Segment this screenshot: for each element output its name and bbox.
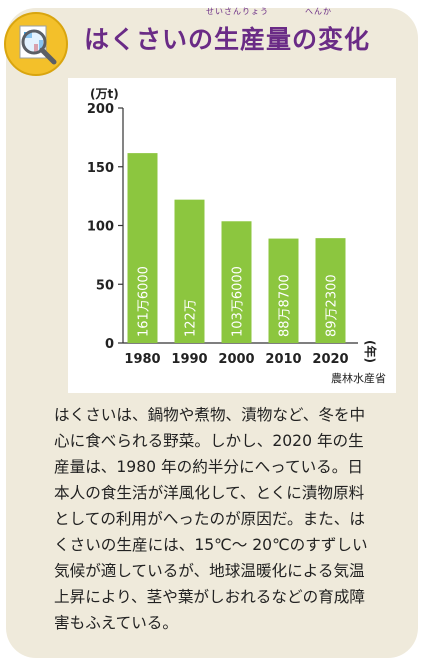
bar	[315, 238, 346, 343]
y-tick-label: 50	[96, 278, 114, 293]
bar-chart: 0 50 100 150 200(万t) 161万6000 1980 122万 1990 103万…	[87, 87, 386, 385]
bar	[221, 221, 252, 343]
y-tick-label: 150	[87, 161, 114, 176]
body-line: 心に食べられる野菜。しかし、2020 年の生	[54, 432, 364, 450]
description-text: はくさいは、鍋物や煮物、漬物など、冬を中 心に食べられる野菜。しかし、2020 年…	[54, 402, 394, 636]
x-tick-label: 2020	[312, 352, 348, 367]
body-line: はくさいは、鍋物や煮物、漬物など、冬を中	[54, 406, 366, 424]
x-tick-label: 2010	[265, 352, 301, 367]
body-line: 本人の食生活が洋風化して、とくに漬物原料	[54, 484, 365, 502]
body-line: 気候が適しているが、地球温暖化による気温	[54, 562, 365, 580]
magnifier-report-icon	[4, 12, 68, 76]
source-label: 農林水産省	[331, 371, 386, 385]
title-ruby-henka: へんか	[305, 7, 332, 16]
bar	[127, 153, 158, 343]
bar-data-label: 88万8700	[278, 274, 293, 337]
y-tick-label: 200	[87, 102, 114, 117]
body-line: 害もふえている。	[54, 614, 178, 632]
body-line: 産量は、1980 年の約半分にへっている。日	[54, 458, 363, 476]
y-axis-label: (万t)	[90, 87, 119, 101]
chart-panel: 0 50 100 150 200 (万t) 161万6000 1980 122万 1990 103万…	[68, 78, 396, 393]
bar-data-label: 161万6000	[137, 266, 152, 337]
bar	[174, 199, 205, 343]
bar	[268, 238, 299, 343]
x-axis-label: (年)	[363, 340, 378, 363]
y-tick-label: 0	[105, 337, 114, 352]
body-line: 上昇により、茎や葉がしおれるなどの育成障	[54, 588, 365, 606]
bar-data-label: 122万	[184, 299, 199, 337]
body-line: くさいの生産には、15℃～ 20℃のすずしい	[54, 536, 368, 554]
x-tick-label: 2000	[218, 352, 254, 367]
x-tick-label: 1990	[171, 352, 207, 367]
bar-data-label: 103万6000	[231, 266, 246, 337]
x-tick-label: 1980	[124, 352, 160, 367]
title-ruby-seisanryou: せいさんりょう	[206, 7, 269, 16]
bar-data-label: 89万2300	[325, 274, 340, 337]
body-line: としての利用がへったのが原因だ。また、は	[54, 510, 365, 528]
y-tick-label: 100	[87, 220, 114, 235]
page-title: はくさいの生産量の変化	[84, 25, 371, 54]
